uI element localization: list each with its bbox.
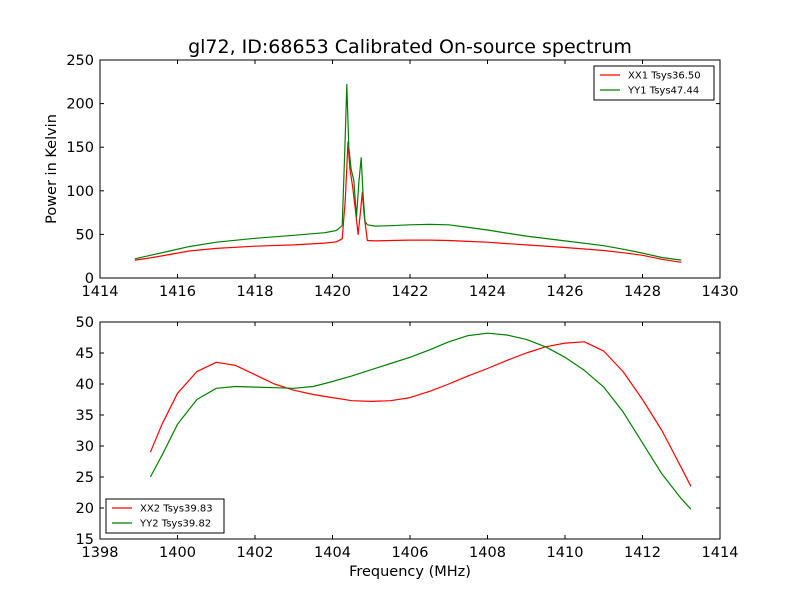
y-tick-label: 150	[66, 140, 94, 156]
y-tick-label: 100	[66, 184, 94, 200]
y-tick-label: 0	[85, 271, 94, 287]
x-tick-label: 1414	[702, 545, 739, 561]
chart-1: 1414 1416 1418 1420 1422 1424 1426 1428 1430 0 50 1…	[44, 53, 738, 300]
x-tick-label: 1430	[702, 284, 739, 300]
x-tick-label: 1410	[547, 545, 584, 561]
series-line-1	[134, 141, 682, 263]
y-tick-label: 15	[76, 532, 94, 548]
x-tick-label: 1422	[392, 284, 429, 300]
legend: XX2 Tsys39.83 YY2 Tsys39.82	[105, 498, 225, 534]
series-line-2	[149, 332, 692, 510]
y-tick-label: 35	[76, 408, 94, 424]
series-line-1	[149, 341, 692, 487]
x-tick-label: 1418	[237, 284, 274, 300]
legend-label-2: YY2 Tsys39.82	[139, 519, 211, 530]
x-tick-label: 1404	[314, 545, 351, 561]
y-tick-label: 20	[76, 501, 94, 517]
x-tick-label: 1414	[82, 284, 119, 300]
y-tick-label: 40	[76, 377, 94, 393]
x-axis-label: Frequency (MHz)	[349, 564, 471, 580]
y-tick-label: 50	[76, 227, 94, 243]
legend: XX1 Tsys36.50 YY1 Tsys47.44	[593, 65, 715, 101]
x-tick-label: 1420	[314, 284, 351, 300]
y-tick-label: 30	[76, 439, 94, 455]
x-tick-label: 1408	[469, 545, 506, 561]
x-tick-label: 1416	[159, 284, 196, 300]
legend-label-1: XX1 Tsys36.50	[628, 71, 701, 82]
y-tick-label: 200	[66, 97, 94, 113]
figure-title: gl72, ID:68653 Calibrated On-source spec…	[188, 36, 632, 58]
y-tick-label: 45	[76, 346, 94, 362]
legend-label-1: XX2 Tsys39.83	[140, 504, 213, 515]
x-tick-label: 1428	[624, 284, 661, 300]
y-tick-label: 250	[66, 53, 94, 69]
x-tick-label: 1400	[159, 545, 196, 561]
x-tick-label: 1426	[547, 284, 584, 300]
x-tick-label: 1398	[82, 545, 119, 561]
legend-label-2: YY1 Tsys47.44	[627, 86, 699, 97]
x-tick-label: 1406	[392, 545, 429, 561]
x-tick-label: 1412	[624, 545, 661, 561]
y-tick-label: 50	[76, 315, 94, 331]
legend-box	[593, 65, 715, 101]
series-line-2	[134, 83, 682, 261]
legend-box	[105, 498, 225, 534]
y-axis-label: Power in Kelvin	[44, 114, 60, 224]
x-tick-label: 1424	[469, 284, 506, 300]
y-tick-label: 25	[76, 470, 94, 486]
x-tick-label: 1402	[237, 545, 274, 561]
chart-2: 1398 1400 1402 1404 1406 1408 1410 1412 1414 15 20…	[76, 315, 739, 580]
